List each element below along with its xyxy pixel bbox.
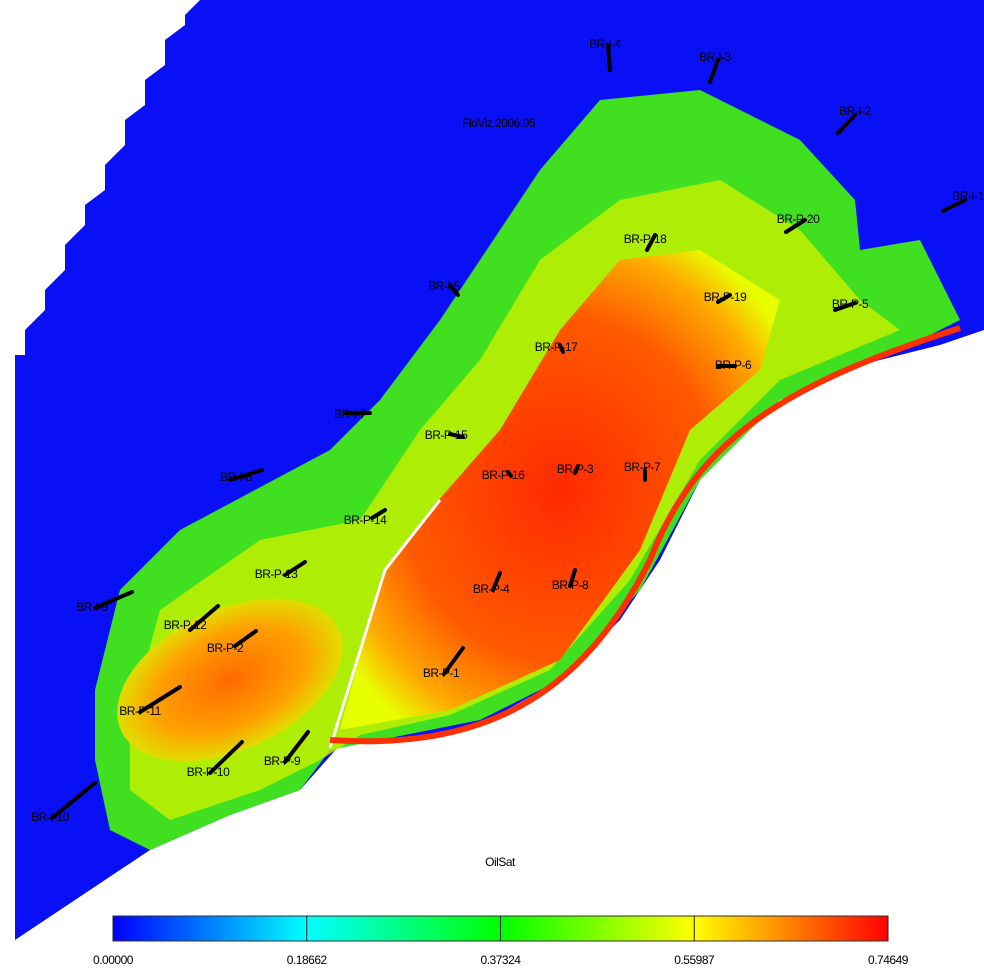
tick-label: 0.18662: [287, 953, 328, 967]
well-label: BR-P-11: [119, 704, 161, 718]
well-label: BR-P-5: [832, 297, 869, 311]
well-label: BR-I-5: [428, 279, 460, 293]
well-label: BR-I-4: [589, 37, 621, 51]
well-label: BR-I-7: [334, 407, 366, 421]
tick-label: 0.55987: [674, 953, 715, 967]
well-label: BR-P-8: [552, 578, 589, 592]
well-label: BR-P-19: [704, 290, 747, 304]
well-label: BR-P-9: [264, 754, 301, 768]
well-label: BR-I-3: [699, 50, 731, 64]
tick-label: 0.00000: [93, 953, 134, 967]
well-label: BR-P-10: [187, 765, 230, 779]
well-label: BR-P-20: [777, 212, 820, 226]
watermark: FloViz 2006.05: [462, 116, 536, 130]
tick-label: 0.74649: [868, 953, 909, 967]
well-label: BR-P-14: [344, 513, 387, 527]
well-label: BR-I-2: [839, 104, 871, 118]
well-label: BR-P-1: [423, 666, 460, 680]
tick-label: 0.37324: [481, 953, 522, 967]
well-label: BR-I-1: [952, 189, 984, 203]
well-label: BR-P-17: [535, 340, 578, 354]
well-label: BR-P-3: [557, 462, 594, 476]
well-label: BR-P-7: [624, 460, 661, 474]
well-label: BR-I-10: [31, 810, 70, 824]
reservoir-view: BR-I-4 BR-I-3 BR-I-2 BR-I-1 BR-P-18 BR-P-20 BR…: [0, 0, 984, 971]
well-label: BR-P-13: [255, 567, 298, 581]
well-label: BR-P-12: [164, 618, 207, 632]
well-label: BR-P-6: [715, 358, 752, 372]
well-label: BR-P-15: [425, 428, 468, 442]
well-label: BR-P-4: [473, 582, 510, 596]
well-label: BR-P-16: [482, 468, 525, 482]
well-label: BR-P-2: [207, 641, 244, 655]
well-label: BR-I-8: [220, 470, 252, 484]
legend-title: OilSat: [485, 855, 516, 869]
well-label: BR-I-9: [76, 600, 108, 614]
well-label: BR-P-18: [624, 232, 667, 246]
